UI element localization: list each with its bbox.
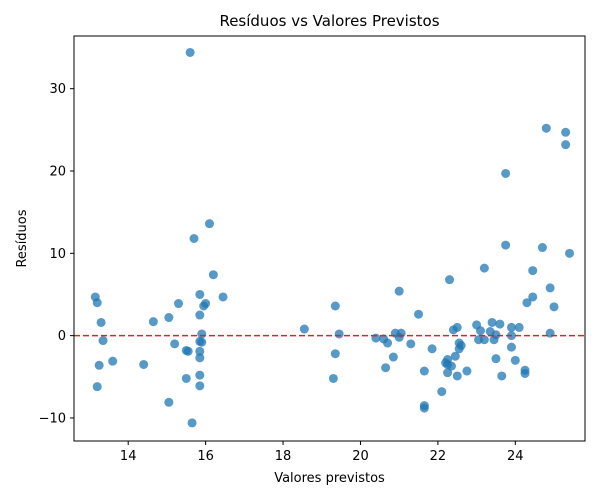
x-axis-label: Valores previstos bbox=[274, 471, 385, 486]
data-point bbox=[383, 338, 393, 348]
data-point bbox=[497, 371, 507, 381]
data-point bbox=[454, 344, 464, 354]
y-tick-label: 0 bbox=[58, 329, 66, 344]
x-tick-label: 16 bbox=[197, 449, 214, 464]
data-point bbox=[445, 275, 455, 285]
data-point bbox=[218, 292, 228, 302]
data-point bbox=[520, 369, 530, 378]
data-point bbox=[187, 418, 197, 428]
data-point bbox=[427, 344, 437, 354]
data-point bbox=[545, 283, 555, 293]
data-point bbox=[195, 381, 205, 391]
data-point bbox=[199, 301, 209, 311]
data-point bbox=[195, 289, 205, 299]
x-tick-label: 24 bbox=[507, 449, 524, 464]
data-point bbox=[185, 47, 195, 57]
data-point bbox=[506, 342, 516, 352]
y-tick-label: 20 bbox=[49, 165, 66, 180]
data-point bbox=[489, 335, 499, 345]
plot-area-frame bbox=[73, 35, 586, 442]
data-point bbox=[92, 382, 102, 392]
data-point bbox=[406, 339, 416, 349]
data-point bbox=[330, 301, 340, 311]
data-point bbox=[170, 339, 180, 349]
data-point bbox=[419, 403, 429, 413]
data-point bbox=[208, 270, 218, 280]
x-tick-label: 22 bbox=[430, 449, 447, 464]
data-point bbox=[394, 286, 404, 296]
data-point bbox=[501, 168, 511, 178]
data-point bbox=[195, 310, 205, 320]
data-point bbox=[204, 219, 214, 229]
y-axis-label: Resíduos bbox=[15, 209, 30, 267]
data-point bbox=[541, 123, 551, 133]
y-tick-label: 30 bbox=[49, 82, 66, 97]
data-point bbox=[549, 302, 559, 312]
data-point bbox=[452, 371, 462, 381]
data-point bbox=[514, 322, 524, 332]
data-point bbox=[565, 248, 575, 258]
y-tick-label: −10 bbox=[39, 411, 66, 426]
data-point bbox=[394, 332, 404, 342]
data-point bbox=[189, 234, 199, 243]
x-tick-label: 18 bbox=[275, 449, 292, 464]
x-axis-ticks: 14 16 18 20 22 24 bbox=[120, 441, 524, 464]
data-point bbox=[479, 263, 489, 273]
data-point bbox=[561, 140, 571, 150]
data-point bbox=[195, 353, 205, 363]
x-tick-label: 20 bbox=[352, 449, 369, 464]
data-point bbox=[522, 298, 532, 308]
data-point bbox=[561, 127, 571, 137]
data-point bbox=[462, 366, 472, 376]
x-tick-label: 14 bbox=[120, 449, 137, 464]
data-point bbox=[328, 373, 338, 383]
data-point bbox=[299, 324, 309, 334]
data-point bbox=[148, 317, 158, 327]
data-point bbox=[450, 351, 460, 361]
data-point bbox=[528, 266, 538, 276]
data-point bbox=[330, 349, 340, 359]
data-point bbox=[501, 240, 511, 250]
data-point bbox=[448, 325, 458, 335]
data-point bbox=[92, 298, 102, 308]
data-point bbox=[197, 337, 207, 347]
data-point bbox=[98, 336, 108, 346]
data-point bbox=[443, 368, 453, 378]
data-point bbox=[139, 359, 149, 369]
data-point bbox=[414, 309, 424, 319]
data-point bbox=[437, 387, 447, 397]
data-point bbox=[419, 366, 429, 376]
data-point bbox=[495, 319, 505, 329]
data-point bbox=[195, 346, 205, 356]
data-point bbox=[487, 317, 497, 327]
data-point bbox=[388, 352, 398, 362]
chart-title: Resíduos vs Valores Previstos bbox=[219, 12, 439, 30]
data-point bbox=[510, 355, 520, 365]
data-point bbox=[506, 322, 516, 332]
data-point bbox=[96, 317, 106, 327]
data-point bbox=[181, 373, 191, 383]
data-point bbox=[479, 335, 489, 345]
data-point bbox=[195, 370, 205, 380]
y-axis-ticks: −10 0 10 20 30 bbox=[39, 82, 74, 426]
y-tick-label: 10 bbox=[49, 247, 66, 262]
data-point bbox=[381, 363, 391, 373]
data-point bbox=[446, 361, 456, 371]
data-point bbox=[491, 354, 501, 364]
data-point bbox=[528, 292, 538, 302]
data-point bbox=[537, 243, 547, 253]
data-point bbox=[475, 326, 485, 336]
data-point bbox=[164, 397, 174, 407]
data-point bbox=[164, 313, 174, 323]
data-point bbox=[94, 360, 104, 370]
data-point bbox=[183, 346, 193, 356]
data-point bbox=[334, 329, 344, 339]
data-point bbox=[108, 356, 118, 366]
data-point bbox=[174, 299, 184, 309]
